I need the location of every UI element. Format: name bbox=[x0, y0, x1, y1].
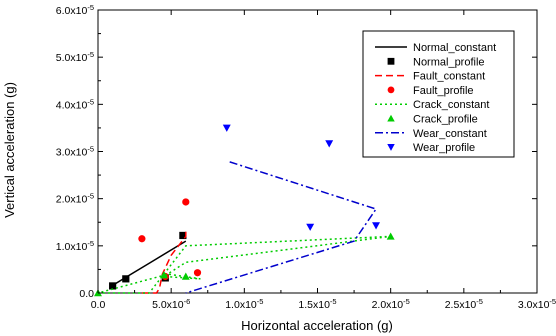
legend-label-wear-profile: Wear_profile bbox=[413, 142, 475, 154]
y-tick-label-exponent: -5 bbox=[87, 3, 94, 12]
x-tick-label-mantissa: 3.0x10 bbox=[518, 299, 550, 311]
y-tick-label-exponent: -5 bbox=[87, 239, 94, 248]
series-fault-profile bbox=[138, 198, 202, 281]
legend-label-crack-profile: Crack_profile bbox=[413, 114, 478, 126]
y-tick-label-mantissa: 5.0x10 bbox=[56, 52, 88, 64]
y-tick-label-exponent: -5 bbox=[87, 145, 94, 154]
data-point-crack-profile bbox=[181, 272, 190, 280]
data-point-wear-profile bbox=[325, 140, 334, 148]
y-tick-label: 4.0x10-5 bbox=[56, 97, 94, 111]
x-tick-label-exponent: -5 bbox=[257, 297, 264, 306]
legend-swatch-fault-profile bbox=[387, 86, 395, 94]
legend-box bbox=[362, 30, 515, 158]
legend-label-normal-profile: Normal_profile bbox=[413, 56, 485, 68]
series-wear-constant bbox=[185, 161, 378, 294]
legend-label-normal-constant: Normal_constant bbox=[413, 42, 496, 54]
y-tick-label-exponent: -5 bbox=[87, 50, 94, 59]
legend: Normal_constant Normal_profile Fault_const… bbox=[362, 30, 515, 158]
x-tick-label-mantissa: 0.0 bbox=[91, 299, 106, 311]
x-tick-label: 5.0x10-6 bbox=[152, 297, 190, 311]
data-point-normal-profile bbox=[122, 275, 130, 283]
x-tick-label: 3.0x10-5 bbox=[518, 297, 556, 311]
x-tick-label-exponent: -6 bbox=[184, 297, 191, 306]
legend-entry-normal-constant: Normal_constant bbox=[375, 42, 496, 54]
y-tick-label-mantissa: 4.0x10 bbox=[56, 99, 88, 111]
y-tick-label-exponent: -5 bbox=[87, 192, 94, 201]
y-tick-label-mantissa: 0.0 bbox=[79, 288, 94, 300]
data-point-crack-profile bbox=[159, 271, 168, 279]
x-tick-label: 1.5x10-5 bbox=[298, 297, 336, 311]
data-point-normal-profile bbox=[109, 282, 117, 290]
data-point-wear-profile bbox=[222, 124, 231, 132]
legend-swatch-wear-profile bbox=[387, 144, 395, 151]
legend-swatch-normal-profile bbox=[387, 57, 395, 65]
legend-entry-wear-constant: Wear_constant bbox=[375, 128, 487, 140]
y-tick-label: 6.0x10-5 bbox=[56, 3, 94, 17]
x-tick-label: 2.5x10-5 bbox=[445, 297, 483, 311]
x-tick-label-exponent: -5 bbox=[549, 297, 556, 306]
y-tick-label-mantissa: 6.0x10 bbox=[56, 5, 88, 17]
y-tick-label-mantissa: 3.0x10 bbox=[56, 147, 88, 159]
y-tick-label: 5.0x10-5 bbox=[56, 50, 94, 64]
data-point-normal-profile bbox=[179, 231, 187, 240]
x-axis-title: Horizontal acceleration (g) bbox=[241, 318, 393, 333]
legend-label-fault-constant: Fault_constant bbox=[413, 71, 485, 83]
x-tick-label-mantissa: 5.0x10 bbox=[152, 299, 184, 311]
legend-label-wear-constant: Wear_constant bbox=[413, 128, 487, 140]
x-tick-label-mantissa: 2.0x10 bbox=[372, 299, 404, 311]
x-tick-label-exponent: -5 bbox=[330, 297, 337, 306]
legend-swatch-crack-profile bbox=[387, 114, 395, 122]
ticks-layer: 0.0 5.0x10-6 1.0x10-5 1.5x10-5 2.0x10-5 2.5x1… bbox=[56, 3, 556, 311]
data-point-fault-profile bbox=[138, 235, 146, 243]
series-layer bbox=[94, 124, 395, 297]
x-tick-label-exponent: -5 bbox=[403, 297, 410, 306]
data-point-wear-profile bbox=[306, 223, 315, 231]
y-tick-label: 3.0x10-5 bbox=[56, 145, 94, 159]
y-tick-label: 1.0x10-5 bbox=[56, 239, 94, 253]
legend-entry-normal-profile: Normal_profile bbox=[387, 56, 485, 68]
series-fault-constant bbox=[141, 231, 187, 294]
x-tick-label-mantissa: 1.5x10 bbox=[298, 299, 330, 311]
series-wear-profile bbox=[222, 124, 380, 231]
x-tick-label: 1.0x10-5 bbox=[225, 297, 263, 311]
legend-entry-wear-profile: Wear_profile bbox=[387, 142, 475, 154]
x-tick-label: 2.0x10-5 bbox=[372, 297, 410, 311]
x-tick-label-exponent: -5 bbox=[476, 297, 483, 306]
y-tick-label-exponent: -5 bbox=[87, 97, 94, 106]
legend-label-fault-profile: Fault_profile bbox=[413, 85, 474, 97]
legend-entry-crack-profile: Crack_profile bbox=[387, 114, 478, 126]
data-point-fault-profile bbox=[193, 269, 202, 277]
series-crack-constant bbox=[97, 235, 391, 294]
legend-entry-fault-constant: Fault_constant bbox=[375, 71, 485, 83]
legend-label-crack-constant: Crack_constant bbox=[413, 99, 489, 111]
data-point-fault-profile bbox=[182, 198, 190, 206]
y-tick-label-mantissa: 1.0x10 bbox=[56, 241, 88, 253]
x-tick-label-mantissa: 2.5x10 bbox=[445, 299, 477, 311]
data-point-crack-profile bbox=[386, 232, 395, 240]
y-tick-label: 0.0 bbox=[79, 288, 94, 300]
x-tick-label-mantissa: 1.0x10 bbox=[225, 299, 257, 311]
y-tick-label-mantissa: 2.0x10 bbox=[56, 194, 88, 206]
legend-entry-fault-profile: Fault_profile bbox=[387, 85, 474, 97]
y-axis-title: Vertical acceleration (g) bbox=[2, 82, 17, 218]
series-line-fault-constant bbox=[141, 231, 187, 294]
series-line-wear-constant bbox=[185, 161, 378, 294]
x-tick-label: 0.0 bbox=[91, 299, 106, 311]
legend-entry-crack-constant: Crack_constant bbox=[375, 99, 489, 111]
series-line-crack-constant bbox=[97, 235, 391, 294]
y-tick-label: 2.0x10-5 bbox=[56, 192, 94, 206]
data-point-wear-profile bbox=[372, 222, 380, 230]
